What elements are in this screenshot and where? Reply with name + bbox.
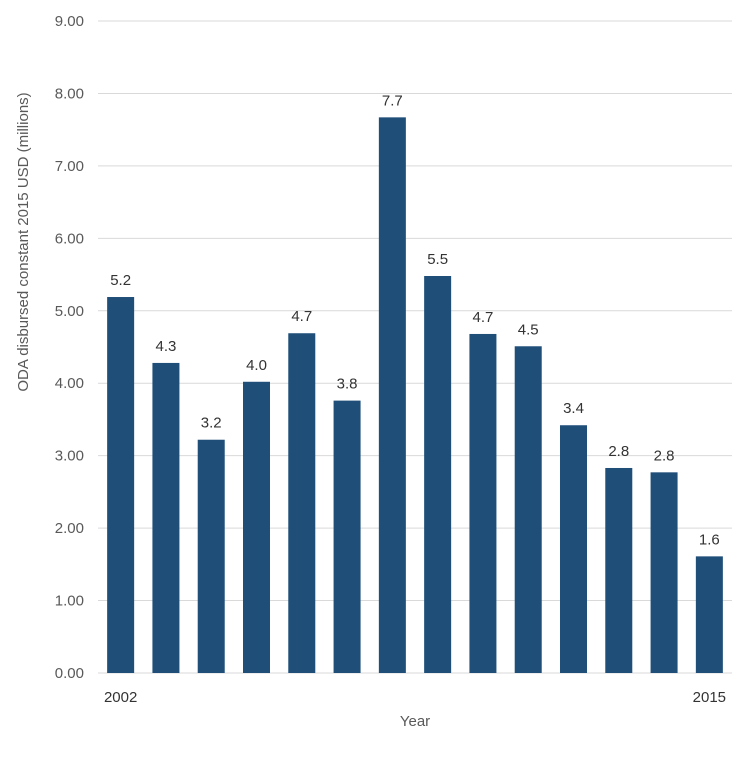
bar-2012 [560,425,587,673]
y-tick-label: 3.00 [55,448,84,465]
y-axis-ticks: 0.00 1.00 2.00 3.00 4.00 5.00 6.00 7.00 8.00 9.00 [55,13,84,682]
bar-2009 [424,276,452,673]
x-tick-label: 2015 [693,689,726,706]
bar-2007 [333,400,361,673]
y-tick-label: 9.00 [55,13,84,30]
data-label: 4.3 [155,338,176,355]
y-axis-title: ODA disbursed constant 2015 USD (million… [15,92,32,391]
y-tick-label: 5.00 [55,303,84,320]
data-label: 4.7 [472,309,493,326]
data-label: 3.4 [563,400,584,417]
bar-2013 [605,467,633,673]
data-label: 3.2 [201,415,222,432]
bar-2005 [243,381,270,673]
bar-2002 [107,297,135,673]
bar-2011 [514,346,542,673]
data-label: 2.8 [608,443,629,460]
bar-2008 [378,117,406,673]
y-tick-label: 0.00 [55,665,84,682]
x-axis-ticks: 2002 2015 [104,689,726,706]
bar-2006 [288,333,316,673]
data-labels: 5.2 4.3 3.2 4.0 4.7 3.8 7.7 5.5 4.7 4.5 3.4 2.8 2.8 1… [110,92,720,548]
data-label: 3.8 [337,376,358,393]
data-label: 4.5 [518,321,539,338]
y-tick-label: 8.00 [55,85,84,102]
y-tick-label: 4.00 [55,375,84,392]
bar-2014 [650,472,678,673]
data-label: 7.7 [382,92,403,109]
x-tick-label: 2002 [104,689,137,706]
y-tick-label: 7.00 [55,158,84,175]
bar-2003 [152,362,180,673]
bar-2010 [469,333,497,673]
bar-2004 [197,439,225,673]
x-axis-title: Year [400,713,430,730]
bar-2015 [695,556,723,673]
data-label: 2.8 [654,447,675,464]
y-tick-label: 1.00 [55,593,84,610]
gridlines [98,20,732,674]
data-label: 4.7 [291,308,312,325]
y-tick-label: 2.00 [55,520,84,537]
data-label: 5.2 [110,272,131,289]
data-label: 5.5 [427,251,448,268]
bars [107,117,723,673]
data-label: 4.0 [246,357,267,374]
data-label: 1.6 [699,531,720,548]
y-tick-label: 6.00 [55,230,84,247]
